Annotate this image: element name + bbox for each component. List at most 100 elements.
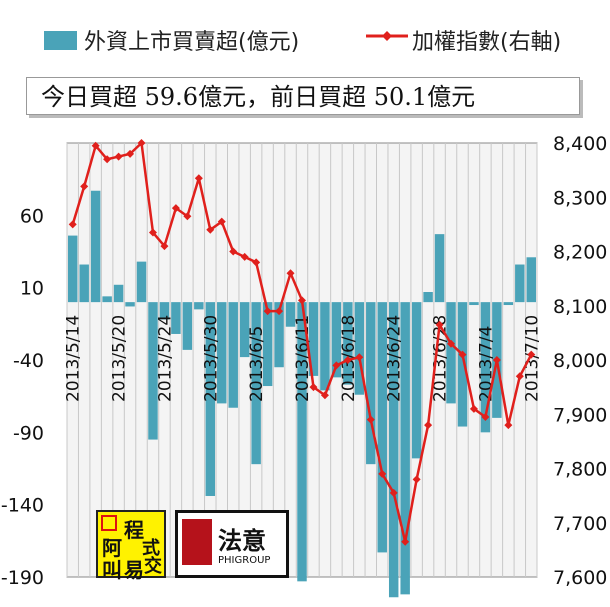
y-left-tick-label: -190 — [1, 567, 44, 589]
index-point — [217, 217, 226, 226]
index-point — [286, 269, 295, 278]
x-tick-label: 2013/7/10 — [522, 315, 542, 402]
bar — [148, 302, 158, 440]
x-tick-label: 2013/5/14 — [64, 315, 84, 402]
x-tick-label: 2013/6/24 — [385, 315, 405, 402]
bar — [285, 302, 296, 327]
index-point — [435, 320, 444, 329]
index-point — [458, 350, 467, 359]
index-point — [148, 228, 157, 237]
bar — [228, 302, 238, 408]
bar — [423, 292, 433, 303]
x-tick-label: 2013/6/5 — [247, 326, 267, 402]
index-point — [469, 404, 478, 413]
bar — [411, 302, 422, 459]
index-point — [481, 412, 490, 421]
logo-left-char-3: 程 — [124, 518, 144, 542]
bar — [159, 302, 170, 320]
index-point — [355, 353, 364, 362]
index-point — [447, 339, 456, 348]
bar — [194, 302, 204, 310]
index-point — [401, 537, 410, 546]
index-point — [252, 258, 261, 267]
y-right-tick-label: 7,600 — [553, 567, 607, 589]
logo-right: 法意 PHIGROUP — [175, 510, 289, 578]
logo-left-mark — [101, 515, 117, 531]
bar — [457, 302, 468, 427]
logo-left-char-6: 交 — [144, 556, 162, 577]
index-point — [343, 356, 352, 364]
index-point — [527, 350, 536, 359]
index-point — [424, 421, 433, 430]
bar — [297, 302, 307, 582]
bar — [125, 302, 135, 307]
y-left-tick-label: 10 — [20, 278, 44, 300]
y-left-tick-label: -90 — [13, 422, 44, 444]
y-right-tick-label: 7,700 — [553, 513, 607, 535]
legend-bar-label: 外資上市買賣超(億元) — [84, 30, 300, 55]
logo-left-char-5: 易 — [124, 558, 144, 582]
y-right-tick-label: 8,100 — [553, 296, 607, 318]
index-point — [378, 469, 387, 478]
index-point — [103, 155, 112, 164]
index-point — [389, 488, 398, 497]
index-point — [114, 152, 123, 161]
index-point — [515, 372, 524, 381]
x-tick-label: 2013/7/4 — [476, 326, 496, 402]
logo-right-text: 法意 — [218, 527, 266, 555]
index-point — [160, 242, 169, 251]
legend-bar-swatch — [44, 31, 77, 50]
y-right-tick-label: 8,400 — [553, 133, 607, 155]
bar — [515, 264, 525, 303]
bar — [503, 302, 514, 306]
x-tick-label: 2013/5/30 — [201, 315, 221, 402]
bar — [377, 302, 387, 553]
bar — [480, 302, 491, 433]
bar — [205, 302, 216, 496]
index-point — [137, 139, 146, 147]
logo-left-char-2: 叫 — [102, 558, 122, 582]
y-right-tick-label: 7,900 — [553, 404, 607, 426]
y-right-tick-label: 8,300 — [553, 187, 607, 209]
bar — [136, 261, 147, 303]
index-point — [275, 307, 284, 316]
y-left-tick-label: -40 — [13, 350, 44, 372]
index-point — [126, 149, 135, 158]
index-point — [91, 141, 100, 150]
index-point — [194, 174, 203, 183]
bar — [274, 302, 284, 368]
bar — [331, 302, 342, 378]
y-left-tick-label: -140 — [1, 495, 44, 517]
legend-line-label: 加權指數(右軸) — [412, 30, 562, 55]
index-point — [332, 361, 341, 370]
bar — [526, 257, 536, 303]
index-point — [412, 475, 421, 484]
index-point — [80, 182, 89, 191]
x-tick-label: 2013/5/24 — [155, 315, 175, 402]
bar — [343, 302, 353, 385]
y-right-tick-label: 8,200 — [553, 242, 607, 264]
logo-left: 阿 叫 程 式 易 交 — [96, 510, 166, 582]
bar — [366, 302, 376, 465]
bar — [251, 302, 261, 465]
index-point — [240, 252, 249, 261]
index-point — [309, 383, 318, 392]
summary-text: 今日買超 59.6億元，前日買超 50.1億元 — [26, 77, 580, 115]
index-point — [229, 247, 238, 256]
index-point — [320, 391, 329, 400]
bar — [79, 264, 89, 303]
index-point — [183, 212, 192, 221]
bar — [320, 302, 330, 391]
bar — [388, 302, 399, 598]
bar — [308, 302, 319, 376]
chart-legend: 外資上市買賣超(億元) 加權指數(右軸) — [0, 0, 610, 60]
bar — [217, 302, 227, 404]
x-tick-label: 2013/5/20 — [110, 315, 130, 402]
index-point — [492, 356, 501, 364]
logo-right-mark — [182, 519, 212, 565]
bar — [446, 302, 456, 404]
bar — [469, 302, 479, 306]
index-point — [298, 296, 306, 305]
index-point — [68, 220, 77, 229]
